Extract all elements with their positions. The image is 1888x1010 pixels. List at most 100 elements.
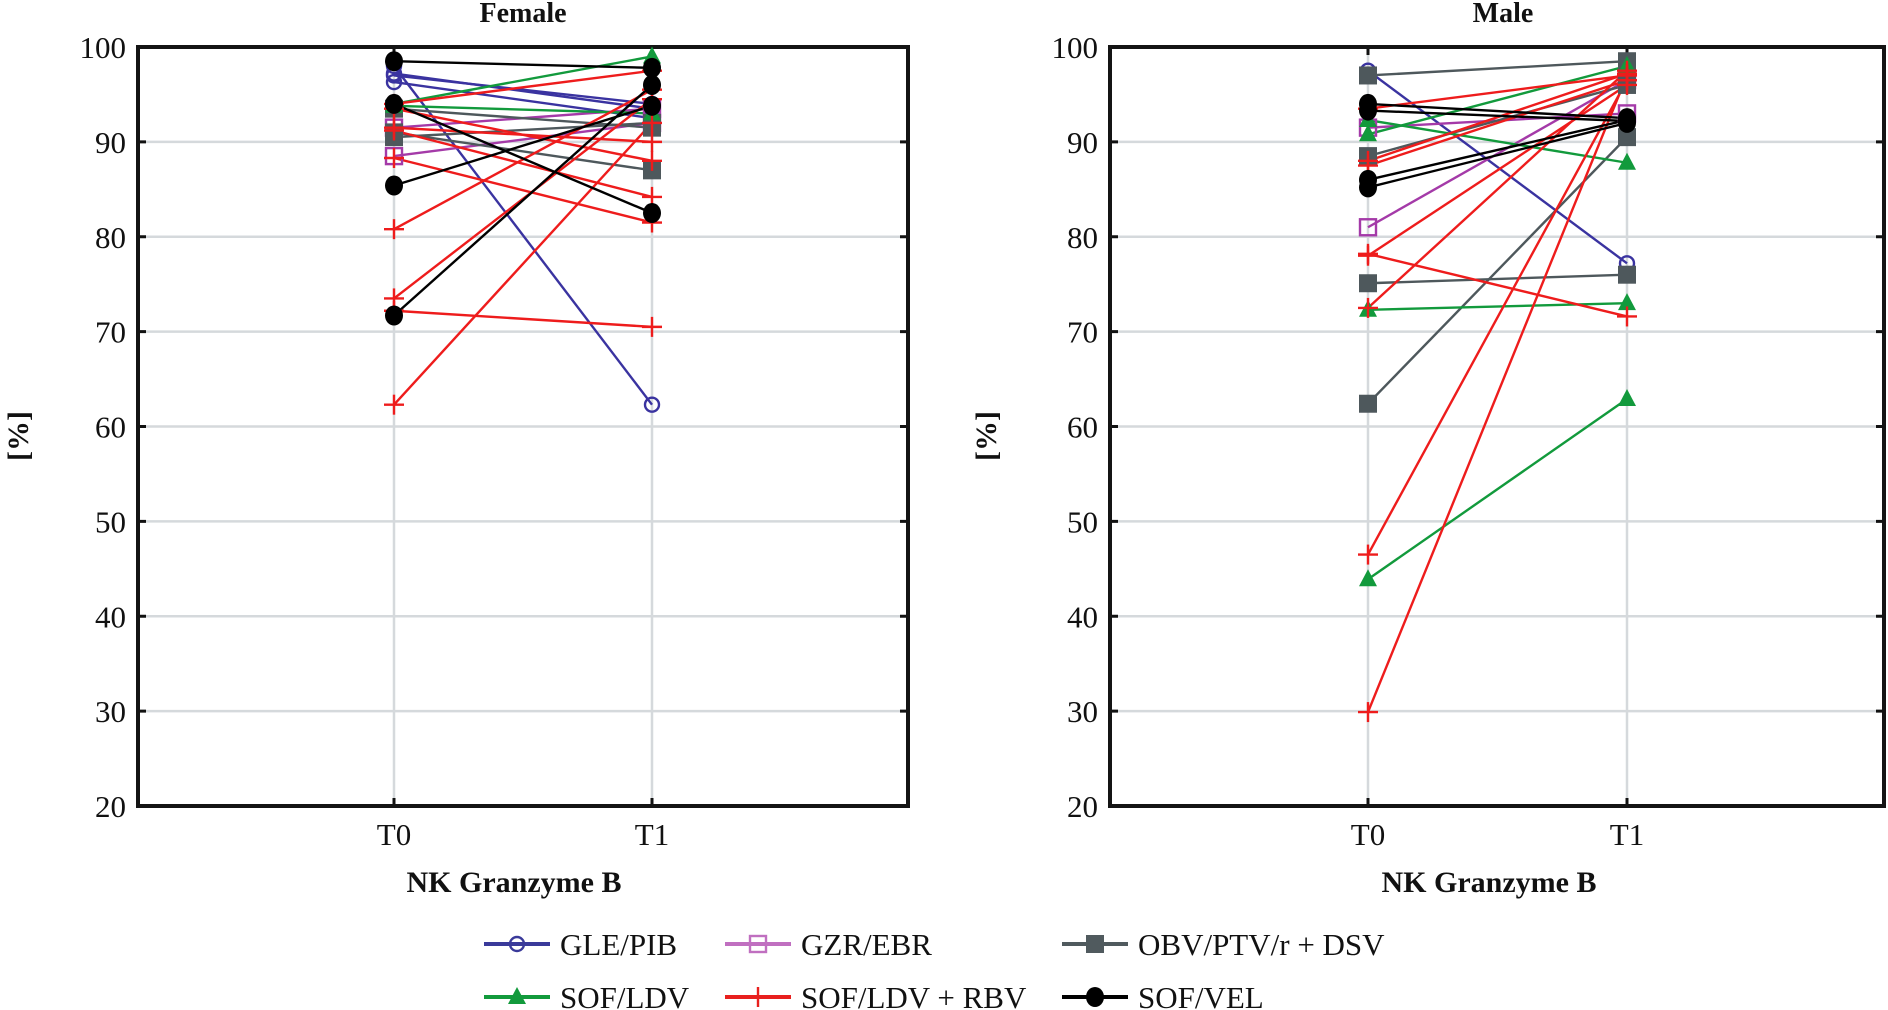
series-line (393, 309, 653, 329)
legend-marker-icon (1086, 987, 1104, 1007)
legend-label: GZR/EBR (801, 927, 932, 962)
data-point-sof-vel (385, 305, 403, 326)
grid (1110, 47, 1884, 806)
data-point-obv-ptv-r-dsv (1359, 274, 1377, 293)
series-line (393, 69, 653, 106)
series-line (1366, 79, 1629, 556)
data-point-sof-ldv-rbv (642, 112, 662, 133)
series-line (1367, 102, 1628, 120)
series-line (393, 131, 653, 172)
data-point-sof-ldv (1618, 293, 1636, 311)
series-line (393, 84, 653, 317)
series-line (1367, 109, 1628, 123)
panel-title: Male (1473, 0, 1534, 29)
data-point-sof-ldv-rbv (384, 394, 404, 415)
legend-marker-icon (1086, 935, 1104, 953)
data-point-sof-vel (1359, 100, 1377, 121)
legend-marker-icon (508, 935, 526, 953)
legend-item-gzr-ebr: GZR/EBR (725, 927, 932, 962)
data-point-sof-vel (385, 93, 403, 114)
y-tick-label: 60 (95, 410, 126, 445)
y-tick-label: 70 (1067, 315, 1098, 350)
series-line (393, 102, 653, 215)
data-point-sof-vel (643, 57, 661, 78)
series-line (393, 107, 653, 163)
legend-item-sof-ldv-rbv: SOF/LDV + RBV (725, 980, 1027, 1010)
series-line (1367, 79, 1628, 229)
grid (138, 47, 908, 806)
data-point-sof-vel (1618, 112, 1636, 133)
series-line (393, 122, 653, 406)
panel-title: Female (479, 0, 566, 29)
series-line (1367, 79, 1628, 167)
y-tick-label: 100 (1052, 30, 1099, 65)
y-tick-label: 100 (80, 30, 127, 65)
data-point-sof-vel (643, 74, 661, 95)
data-point-sof-vel (385, 175, 403, 196)
data-point-sof-ldv-rbv (1358, 297, 1378, 318)
series-group (393, 55, 653, 406)
data-point-sof-ldv-rbv (384, 219, 404, 240)
data-point-sof-ldv (1359, 569, 1377, 587)
data-point-sof-vel (1359, 177, 1377, 198)
legend-label: GLE/PIB (560, 927, 677, 962)
x-axis-title: NK Granzyme B (407, 866, 622, 899)
data-point-sof-ldv-rbv (1617, 63, 1637, 84)
series-sof-ldv-rbv (1366, 69, 1629, 713)
series-line (1367, 273, 1628, 285)
series-line (393, 74, 653, 106)
series-line (1367, 118, 1628, 164)
x-tick-label: T0 (377, 817, 411, 852)
series-line (1367, 252, 1628, 318)
x-tick-label: T1 (635, 817, 669, 852)
series-line (393, 129, 653, 199)
y-tick-label: 50 (1067, 504, 1098, 539)
legend-item-sof-vel: SOF/VEL (1062, 980, 1264, 1010)
y-tick-label: 30 (1067, 694, 1098, 729)
legend-item-gle-pib: GLE/PIB (484, 927, 677, 962)
x-axis-title: NK Granzyme B (1382, 866, 1597, 899)
y-tick-label: 50 (95, 504, 126, 539)
data-point-sof-ldv-rbv (384, 148, 404, 169)
data-point-sof-ldv (1359, 124, 1377, 142)
y-tick-label: 20 (95, 789, 126, 824)
series-line (1367, 118, 1628, 181)
legend-label: SOF/LDV (560, 980, 690, 1010)
y-tick-label: 30 (95, 694, 126, 729)
panel-male: Male NK Granzyme B [%] 20 30 40 50 60 70 80 90 1… (970, 0, 1886, 899)
data-point-sof-ldv (1618, 152, 1636, 170)
data-point-gzr-ebr (1358, 218, 1378, 237)
series-line (1367, 83, 1628, 158)
data-point-sof-ldv-rbv (642, 131, 662, 152)
series-line (393, 121, 653, 158)
series-sof-ldv (1367, 64, 1628, 581)
data-point-sof-ldv-rbv (384, 120, 404, 141)
series-sof-vel (393, 60, 653, 317)
series-line (1367, 72, 1628, 162)
series-line (1367, 83, 1628, 257)
data-point-sof-ldv-rbv (1358, 544, 1378, 565)
legend-item-sof-ldv: SOF/LDV (484, 980, 690, 1010)
x-tick-label: T1 (1610, 817, 1644, 852)
y-tick-label: 70 (95, 315, 126, 350)
data-point-obv-ptv-r-dsv (1618, 128, 1636, 147)
series-group (1366, 60, 1629, 713)
data-point-sof-vel (643, 203, 661, 224)
y-tick-label: 60 (1067, 410, 1098, 445)
series-line (1367, 60, 1628, 77)
data-point-sof-ldv-rbv (642, 150, 662, 171)
plot-frame (1108, 45, 1886, 808)
y-tick-label: 20 (1067, 789, 1098, 824)
series-line (393, 55, 653, 106)
legend-label: SOF/LDV + RBV (801, 980, 1027, 1010)
series-line (1367, 69, 1628, 309)
series-line (393, 104, 653, 187)
series-line (1367, 64, 1628, 136)
y-tick-label: 80 (95, 220, 126, 255)
y-axis-title: [%] (2, 411, 35, 461)
series-line (393, 156, 653, 224)
y-tick-label: 90 (95, 125, 126, 160)
series-line (1367, 301, 1628, 312)
legend-label: SOF/VEL (1138, 980, 1264, 1010)
